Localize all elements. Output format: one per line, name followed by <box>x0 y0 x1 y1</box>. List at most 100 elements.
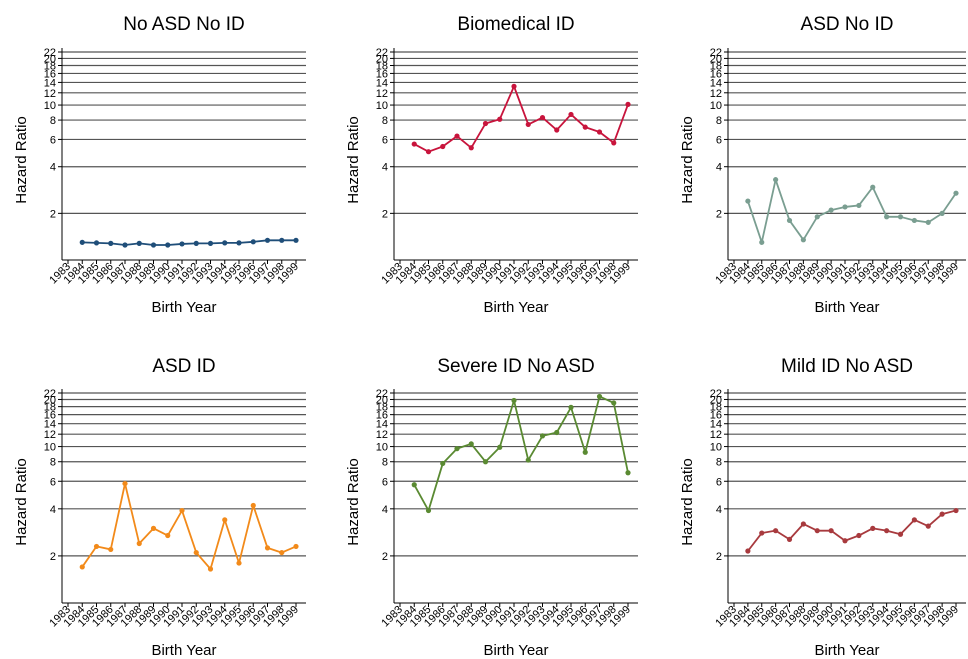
data-point <box>207 240 214 246</box>
data-point <box>745 548 751 554</box>
data-point <box>773 177 779 183</box>
y-tick-label: 20 <box>44 53 56 65</box>
y-tick-label: 12 <box>44 429 56 441</box>
y-tick-label: 4 <box>382 162 388 174</box>
data-point <box>582 449 588 455</box>
chart-panel: No ASD No ID2468101214161820221983198419… <box>13 14 306 316</box>
chart-panel: Severe ID No ASD246810121416182022198319… <box>345 356 638 659</box>
data-point <box>411 482 417 488</box>
chart-panel: Biomedical ID246810121416182022198319841… <box>345 14 638 316</box>
chart-panel: Mild ID No ASD24681012141618202219831984… <box>679 356 966 659</box>
data-point <box>293 543 299 550</box>
y-tick-label: 2 <box>382 208 388 220</box>
data-point <box>745 198 751 204</box>
y-tick-label: 8 <box>382 115 388 127</box>
data-point <box>122 480 128 487</box>
data-point <box>482 120 489 127</box>
y-tick-label: 6 <box>50 134 56 146</box>
data-point <box>79 564 85 570</box>
data-point <box>911 517 917 523</box>
data-point <box>856 532 862 539</box>
data-point <box>468 441 474 447</box>
data-point <box>870 525 876 531</box>
y-axis-label: Hazard Ratio <box>345 458 362 546</box>
data-point <box>250 502 256 509</box>
chart-panel: ASD ID2468101214161820221983198419851986… <box>13 356 306 659</box>
y-tick-label: 16 <box>710 68 722 80</box>
y-tick-label: 10 <box>376 442 388 454</box>
x-axis-label: Birth Year <box>814 642 879 659</box>
data-point <box>468 145 474 151</box>
data-point <box>759 239 765 245</box>
series-line <box>747 178 957 244</box>
data-point <box>264 545 271 551</box>
data-point <box>611 140 617 146</box>
data-point <box>856 202 862 209</box>
data-point <box>440 143 446 150</box>
y-tick-label: 18 <box>710 402 722 414</box>
y-tick-label: 4 <box>716 162 722 174</box>
chart-title: ASD ID <box>152 356 215 377</box>
y-tick-label: 12 <box>710 88 722 100</box>
data-point <box>93 543 100 550</box>
data-point <box>842 204 848 210</box>
data-point <box>136 540 142 547</box>
chart-title: Mild ID No ASD <box>781 356 913 377</box>
y-tick-label: 12 <box>710 429 722 441</box>
y-tick-label: 16 <box>376 68 388 80</box>
chart-title: No ASD No ID <box>123 14 244 35</box>
y-tick-label: 10 <box>44 100 56 112</box>
y-tick-label: 16 <box>376 410 388 422</box>
y-tick-label: 10 <box>710 442 722 454</box>
y-tick-label: 16 <box>44 68 56 80</box>
data-point <box>525 457 531 463</box>
y-tick-label: 20 <box>710 394 722 406</box>
data-point <box>828 207 834 213</box>
y-tick-label: 22 <box>44 47 56 59</box>
data-point <box>884 528 890 534</box>
data-point <box>179 241 185 247</box>
y-tick-label: 2 <box>382 551 388 563</box>
y-axis-label: Hazard Ratio <box>345 116 362 204</box>
y-tick-label: 10 <box>710 100 722 112</box>
data-point <box>454 446 460 452</box>
data-point <box>93 240 100 246</box>
y-tick-label: 12 <box>376 429 388 441</box>
data-point <box>108 240 114 246</box>
data-point <box>497 444 503 450</box>
y-tick-label: 6 <box>716 134 722 146</box>
data-point <box>554 429 560 436</box>
y-tick-label: 14 <box>710 77 722 89</box>
y-tick-label: 22 <box>376 388 388 400</box>
data-point <box>425 149 432 155</box>
data-point <box>953 507 959 514</box>
y-tick-label: 20 <box>376 53 388 65</box>
y-tick-label: 14 <box>376 77 388 89</box>
data-point <box>596 129 603 135</box>
series-line <box>81 482 297 570</box>
y-tick-label: 20 <box>44 394 56 406</box>
y-tick-label: 12 <box>376 88 388 100</box>
series-line <box>413 395 629 512</box>
data-point <box>911 217 917 224</box>
data-point <box>759 530 765 536</box>
y-tick-label: 8 <box>50 115 56 127</box>
y-tick-label: 16 <box>710 410 722 422</box>
y-tick-label: 8 <box>50 457 56 469</box>
y-axis-label: Hazard Ratio <box>679 458 696 546</box>
y-tick-label: 10 <box>44 442 56 454</box>
data-point <box>425 507 432 514</box>
y-axis-label: Hazard Ratio <box>13 116 30 204</box>
y-tick-label: 10 <box>376 100 388 112</box>
data-point <box>497 116 503 122</box>
data-point <box>165 532 171 539</box>
y-tick-label: 2 <box>716 208 722 220</box>
y-tick-label: 18 <box>376 61 388 73</box>
data-point <box>814 214 820 220</box>
data-point <box>122 242 128 248</box>
y-tick-label: 4 <box>382 504 388 516</box>
y-tick-label: 12 <box>44 88 56 100</box>
y-tick-label: 4 <box>50 504 56 516</box>
y-tick-label: 14 <box>710 419 722 431</box>
